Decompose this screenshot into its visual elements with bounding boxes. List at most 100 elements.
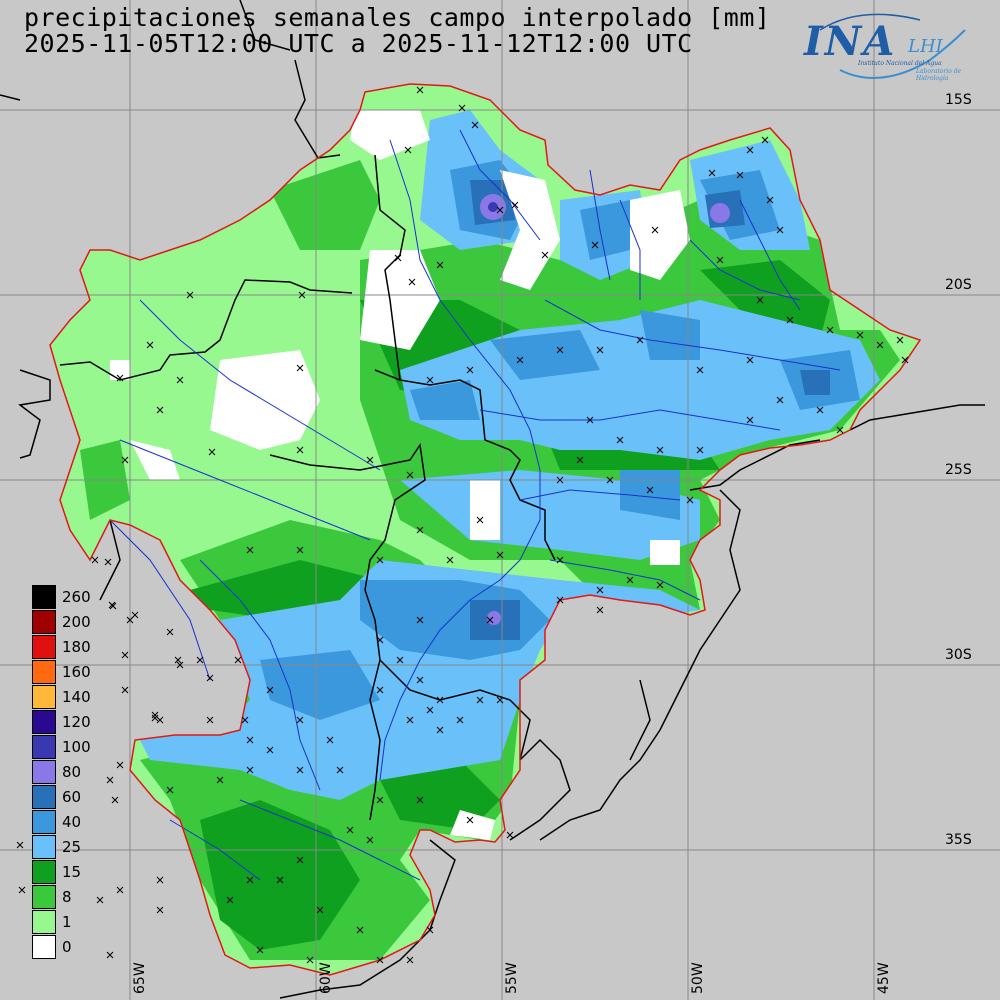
station-marker: [708, 169, 716, 177]
station-marker: [556, 556, 564, 564]
station-marker: [376, 686, 384, 694]
station-marker: [306, 956, 314, 964]
legend-label: 260: [62, 588, 91, 606]
station-marker: [246, 876, 254, 884]
station-marker: [786, 316, 794, 324]
station-marker: [426, 376, 434, 384]
legend-label: 140: [62, 688, 91, 706]
station-marker: [316, 906, 324, 914]
station-marker: [616, 436, 624, 444]
station-marker: [766, 196, 774, 204]
legend-label: 25: [62, 838, 82, 856]
station-marker: [376, 636, 384, 644]
logo-lhi-text: LHI: [908, 36, 943, 57]
station-marker: [496, 551, 504, 559]
station-marker: [206, 674, 214, 682]
station-marker: [296, 546, 304, 554]
station-marker: [216, 776, 224, 784]
station-marker: [394, 254, 402, 262]
station-marker: [716, 256, 724, 264]
legend-swatch: [32, 910, 56, 934]
station-marker: [591, 241, 599, 249]
map-period: 2025-11-05T12:00 UTC a 2025-11-12T12:00 …: [24, 29, 693, 58]
legend-label: 40: [62, 813, 82, 831]
map-title: precipitaciones semanales campo interpol…: [24, 3, 771, 32]
station-marker: [266, 686, 274, 694]
station-marker: [16, 841, 24, 849]
legend-label: 180: [62, 638, 91, 656]
station-marker: [296, 716, 304, 724]
station-marker: [776, 226, 784, 234]
station-marker: [626, 576, 634, 584]
station-marker: [156, 906, 164, 914]
station-marker: [646, 486, 654, 494]
legend-label: 0: [62, 938, 72, 956]
station-marker: [336, 766, 344, 774]
station-marker: [366, 456, 374, 464]
legend-label: 160: [62, 663, 91, 681]
logo-institute-text: Instituto Nacional del Agua: [858, 60, 942, 67]
station-marker: [586, 416, 594, 424]
station-marker: [596, 606, 604, 614]
legend-swatch: [32, 785, 56, 809]
station-marker: [208, 448, 216, 456]
station-marker: [356, 926, 364, 934]
station-marker: [241, 716, 249, 724]
logo-ina-text: INA: [804, 18, 897, 65]
station-marker: [746, 146, 754, 154]
station-marker: [496, 696, 504, 704]
station-marker: [511, 201, 519, 209]
station-marker: [436, 261, 444, 269]
station-marker: [156, 876, 164, 884]
station-marker: [696, 446, 704, 454]
station-marker: [276, 876, 284, 884]
lat-label-35s: 35S: [944, 832, 973, 848]
station-marker: [896, 336, 904, 344]
station-marker: [596, 586, 604, 594]
station-marker: [296, 766, 304, 774]
station-marker: [456, 716, 464, 724]
station-marker: [121, 456, 129, 464]
legend-swatch: [32, 760, 56, 784]
station-marker: [596, 346, 604, 354]
station-marker: [18, 886, 26, 894]
station-marker: [186, 291, 194, 299]
station-marker: [166, 786, 174, 794]
lon-label-45w: 45W: [876, 962, 892, 994]
station-marker: [416, 676, 424, 684]
station-marker: [174, 656, 182, 664]
legend-swatch: [32, 885, 56, 909]
station-marker: [416, 526, 424, 534]
legend-swatch: [32, 660, 56, 684]
station-marker: [506, 831, 514, 839]
station-marker: [761, 136, 769, 144]
station-marker: [121, 686, 129, 694]
station-marker: [176, 661, 184, 669]
station-marker: [436, 696, 444, 704]
station-marker: [756, 296, 764, 304]
station-marker: [656, 446, 664, 454]
station-marker: [686, 496, 694, 504]
station-marker: [396, 656, 404, 664]
station-marker: [376, 956, 384, 964]
station-marker: [376, 796, 384, 804]
station-marker: [246, 766, 254, 774]
legend-label: 200: [62, 613, 91, 631]
station-marker: [406, 956, 414, 964]
station-marker: [466, 366, 474, 374]
logo-lab-text: Laboratorio de Hidrología: [916, 68, 962, 82]
station-marker: [651, 226, 659, 234]
station-marker: [476, 696, 484, 704]
legend-label: 80: [62, 763, 82, 781]
station-marker: [206, 716, 214, 724]
station-marker: [246, 546, 254, 554]
station-marker: [406, 716, 414, 724]
station-marker: [156, 406, 164, 414]
lon-label-65w: 65W: [132, 962, 148, 994]
lon-label-55w: 55W: [504, 962, 520, 994]
station-marker: [121, 651, 129, 659]
station-marker: [746, 356, 754, 364]
station-marker: [106, 951, 114, 959]
station-marker: [366, 836, 374, 844]
